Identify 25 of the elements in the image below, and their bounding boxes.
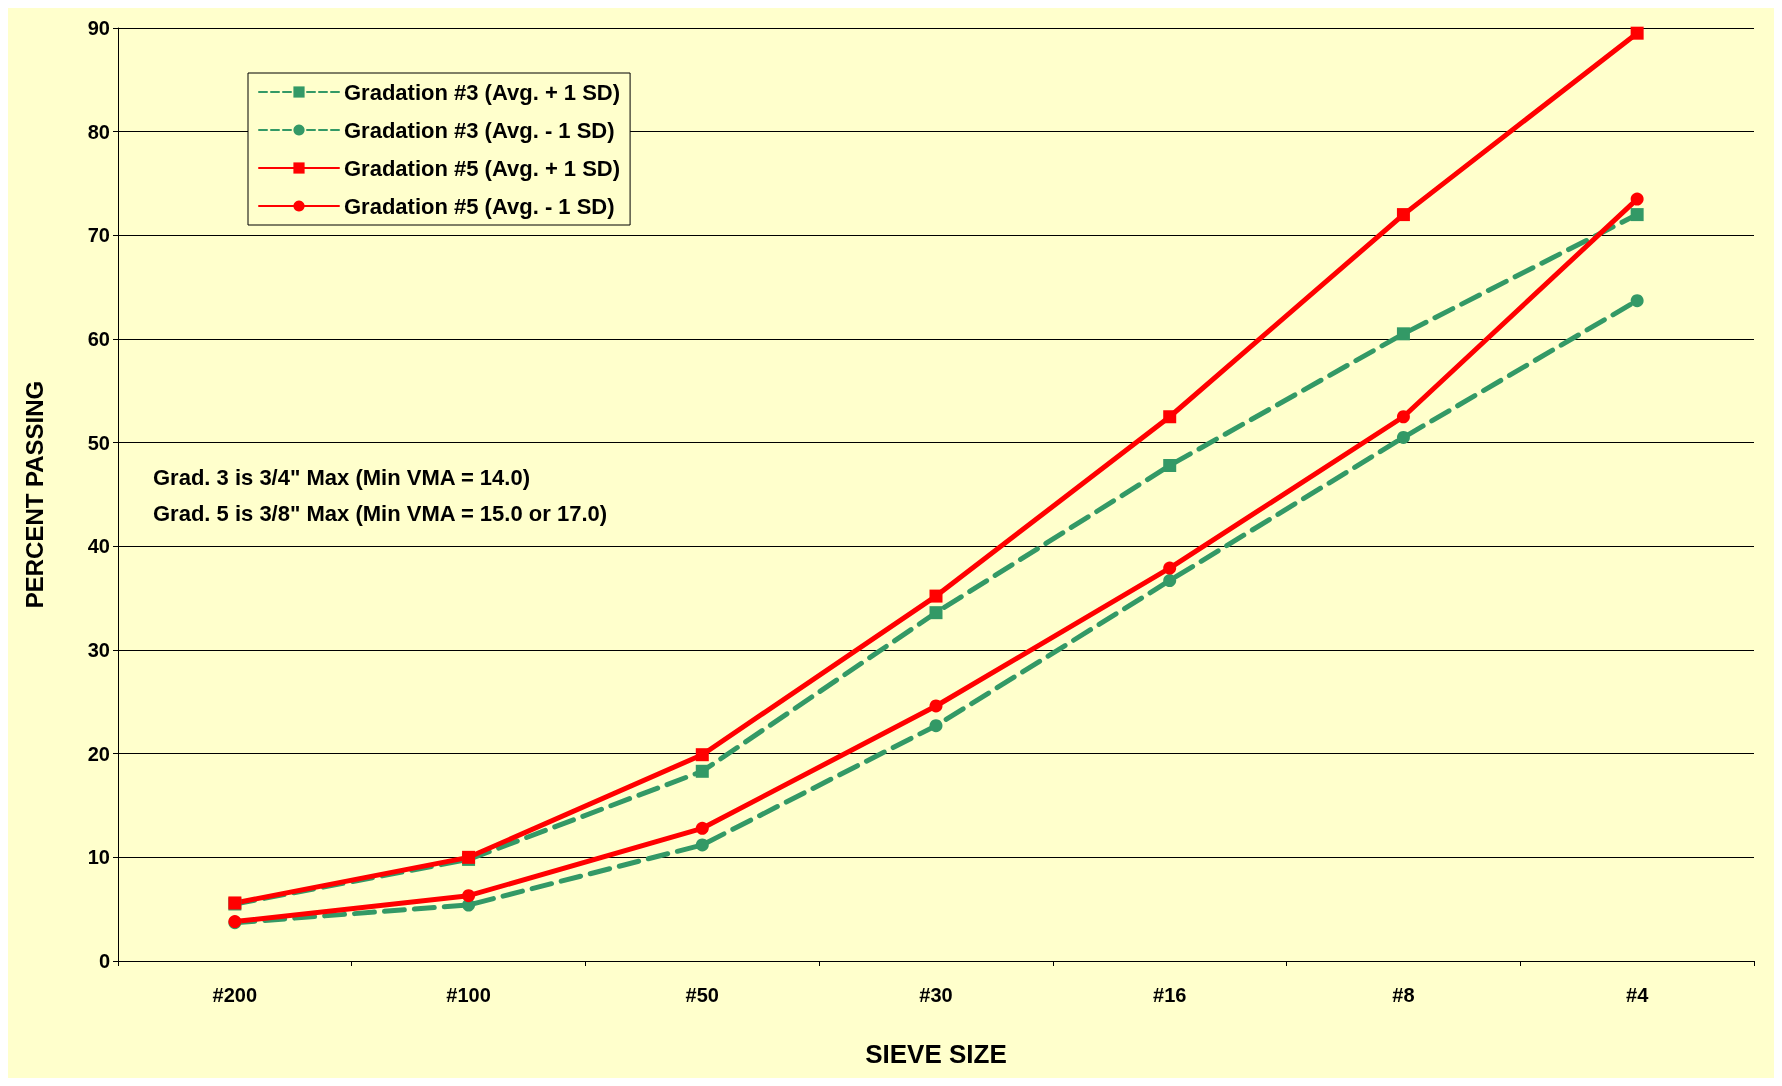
x-tick-label: #30 [919,984,953,1006]
y-tick-label: 40 [87,535,110,558]
y-tick-label: 70 [87,224,110,247]
x-tick-label: #4 [1626,984,1650,1006]
x-tick-label: #100 [446,984,491,1006]
x-axis-title: SIEVE SIZE [865,1039,1007,1069]
annotation: Grad. 5 is 3/8" Max (Min VMA = 15.0 or 17.0) [153,500,608,526]
annotation: Grad. 3 is 3/4" Max (Min VMA = 14.0) [153,464,531,490]
legend-label: Gradation #3 (Avg. + 1 SD) [344,79,621,105]
y-tick-label: 90 [87,17,110,39]
y-tick-label: 80 [87,120,110,143]
x-tick-label: #16 [1153,984,1187,1006]
y-axis-title: PERCENT PASSING [20,380,48,609]
x-tick-label: #50 [685,984,719,1006]
y-tick-label: 60 [87,328,110,350]
y-tick-label: 30 [87,639,110,661]
legend-label: Gradation #5 (Avg. + 1 SD) [344,155,621,181]
x-tick-label: #200 [212,984,258,1006]
legend-label: Gradation #5 (Avg. - 1 SD) [344,193,615,219]
x-tick-label: #8 [1392,984,1415,1006]
y-tick-label: 10 [87,846,110,869]
y-tick-label: 20 [87,742,110,765]
y-tick-label: 50 [87,431,110,454]
y-tick-label: 0 [98,950,110,972]
legend-label: Gradation #3 (Avg. - 1 SD) [344,117,615,143]
